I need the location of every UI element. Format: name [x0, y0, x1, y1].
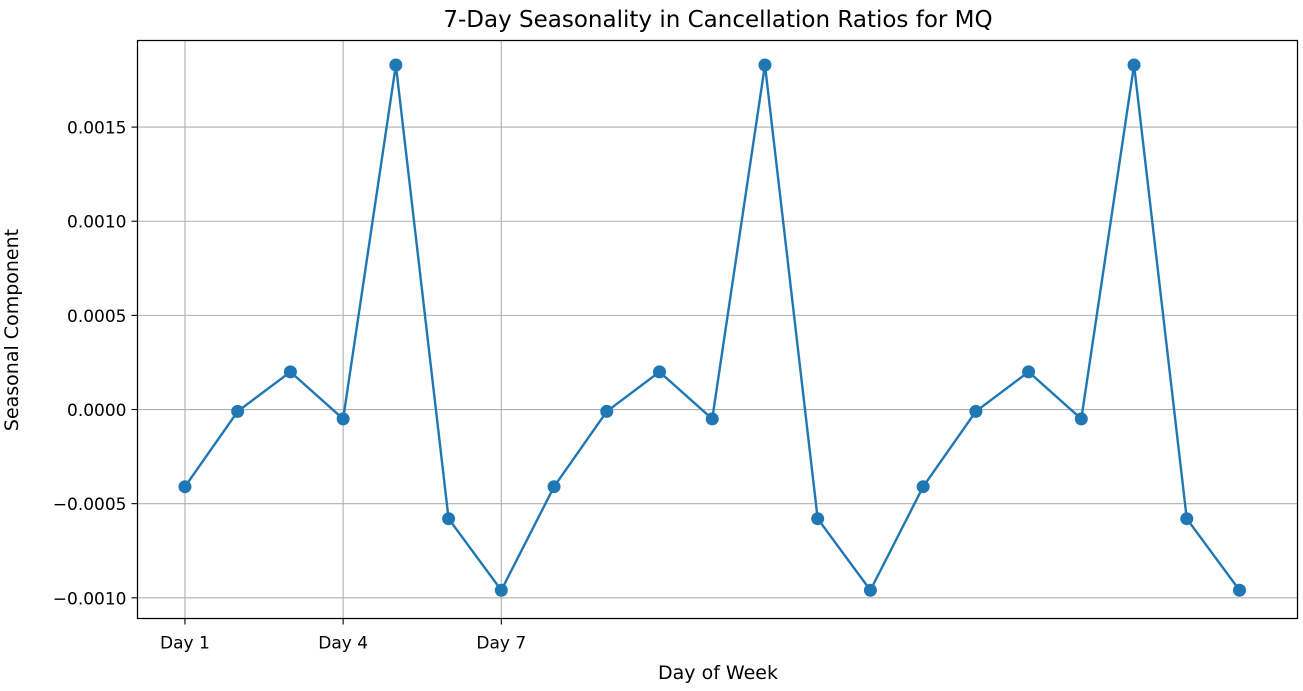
data-point	[283, 365, 297, 379]
y-tick-label: 0.0015	[67, 119, 126, 139]
y-tick-label: 0.0000	[67, 401, 126, 421]
data-point	[231, 404, 245, 418]
chart-title: 7-Day Seasonality in Cancellation Ratios…	[443, 7, 992, 33]
y-tick-label: 0.0010	[67, 213, 126, 233]
data-point	[863, 583, 877, 597]
data-point	[969, 404, 983, 418]
grid	[137, 40, 1298, 619]
axis-ticks: −0.0010 −0.0005 0.0000 0.0005 0.0010 0.0015 Da…	[53, 119, 526, 654]
data-point	[600, 404, 614, 418]
data-point	[1127, 58, 1141, 72]
x-tick-label: Day 1	[160, 634, 210, 654]
data-point	[494, 583, 508, 597]
data-point	[653, 365, 666, 379]
data-point	[916, 480, 930, 494]
data-point	[389, 58, 403, 72]
y-tick-label: −0.0010	[53, 589, 127, 609]
plot-frame	[136, 39, 1299, 620]
data-point	[178, 480, 192, 494]
x-axis-label: Day of Week	[658, 662, 778, 684]
data-point	[758, 58, 772, 72]
data-point	[811, 512, 825, 526]
data-point	[1074, 412, 1088, 426]
data-point	[442, 512, 456, 526]
x-tick-label: Day 7	[476, 634, 526, 654]
series-layer	[178, 58, 1246, 597]
data-point	[547, 480, 561, 494]
data-point	[1180, 512, 1194, 526]
data-point	[1233, 583, 1246, 597]
data-point	[336, 412, 350, 426]
y-tick-label: 0.0005	[67, 307, 126, 327]
y-axis-label: Seasonal Component	[1, 229, 23, 431]
data-point	[705, 412, 719, 426]
y-tick-label: −0.0005	[53, 495, 127, 515]
data-point	[1022, 365, 1036, 379]
x-tick-label: Day 4	[318, 634, 368, 654]
